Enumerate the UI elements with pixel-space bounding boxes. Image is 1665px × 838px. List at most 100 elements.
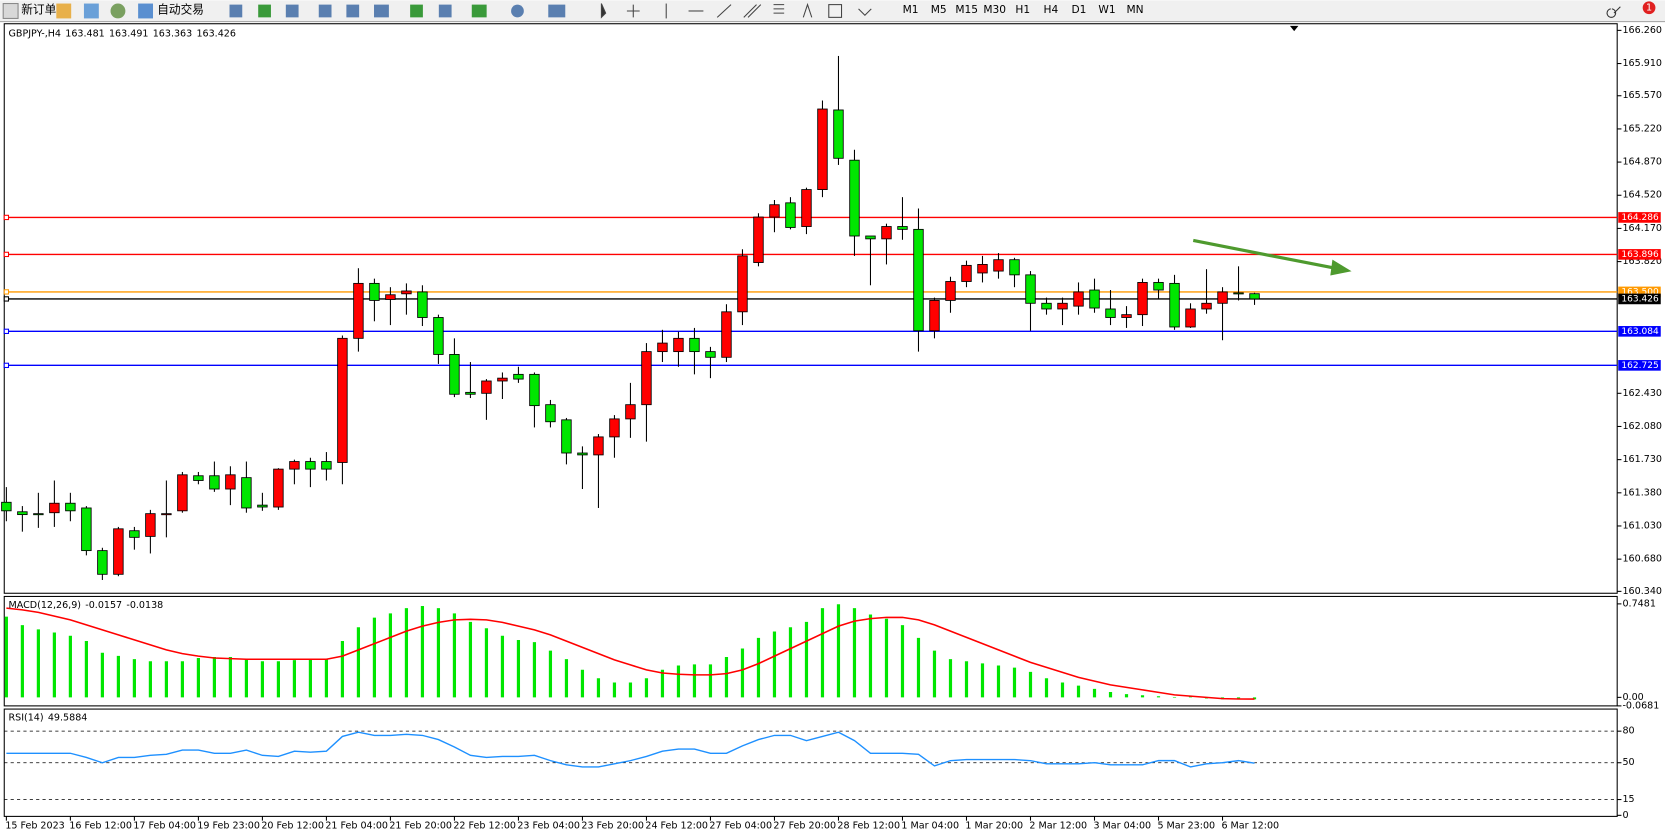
candle-body [49,502,60,514]
macd-bar [1076,685,1081,698]
text-tool[interactable] [802,2,813,18]
macd-bar [676,665,681,698]
fib-tool[interactable] [773,4,785,14]
candle-body [593,436,604,456]
candle-body [353,282,364,339]
macd-header: MACD(12,26,9) -0.0157 -0.0138 [9,599,164,610]
macd-bar [756,637,761,698]
icon[interactable] [258,4,271,18]
timeframe-button[interactable]: M30 [983,3,1006,16]
macd-bar [900,625,905,698]
macd-bar [260,661,264,698]
candle-body [657,342,668,353]
indicator-name: MACD(12,26,9) [9,599,82,610]
icon[interactable] [410,4,423,18]
level-label: 163.500 [1621,287,1659,297]
macd-bar [804,621,809,698]
y-tick-label: 0.7481 [1622,598,1655,609]
macd-bar [772,631,777,698]
header-value: 163.481 [65,28,104,39]
candle-body [65,502,76,512]
candle-body [1025,274,1036,304]
draw-tools [600,2,872,19]
header-value: -0.0157 [85,599,122,610]
auto-trading-icon[interactable] [138,3,154,19]
header-value: 49.5884 [48,712,87,723]
candle-body [849,159,860,237]
search-icon[interactable] [1606,6,1621,18]
icon[interactable] [438,4,452,18]
candle-body [529,373,540,407]
cursor-tool[interactable] [600,3,607,19]
y-tick-label: 161.380 [1622,487,1661,498]
new-order-icon[interactable] [2,3,19,19]
icon[interactable] [318,4,332,18]
header-value: -0.0138 [126,599,163,610]
timeframe-button[interactable]: M1 [903,3,919,16]
icon[interactable] [346,4,360,18]
crosshair-tool[interactable] [626,4,640,18]
auto-trading[interactable]: 自动交易 [157,2,204,16]
candle-body [113,528,124,575]
candle-body [497,377,508,382]
x-tick-label: 17 Feb 04:00 [133,820,196,831]
icon[interactable] [83,3,99,19]
candle-body [1041,302,1052,310]
level-label: 164.286 [1621,213,1659,223]
notification-badge[interactable] [1642,1,1656,15]
candle-body [545,404,556,423]
macd-bar [788,627,793,698]
y-tick-label: 165.220 [1622,123,1661,134]
candle-body [465,391,476,395]
icon[interactable] [110,3,126,19]
x-tick-label: 21 Feb 20:00 [389,820,452,831]
macd-bar [948,659,953,698]
level-label-bg [1618,286,1661,298]
x-tick-label: 16 Feb 12:00 [69,820,132,831]
icon[interactable] [229,4,243,18]
level-handle [3,289,10,295]
macd-bar [180,661,184,698]
icon[interactable] [56,3,72,19]
candle-body [513,373,524,380]
icon[interactable] [548,4,566,18]
label-tool[interactable] [828,4,843,18]
candle-body [161,513,172,516]
x-tick-label: 24 Feb 12:00 [645,820,708,831]
icon[interactable] [285,4,299,18]
timeframe-button[interactable]: M5 [931,3,947,16]
candle-body [145,513,156,537]
timeframe-button[interactable]: W1 [1098,3,1115,16]
macd-bar [68,635,72,698]
macd-bar [580,669,585,698]
timeframe-button[interactable]: MN [1126,3,1143,16]
x-tick-label: 5 Mar 23:00 [1157,820,1215,831]
trendline-tool[interactable] [716,4,732,18]
arrows-tool[interactable] [858,8,872,16]
icon[interactable] [511,4,524,18]
candle-body [881,226,892,240]
channel-tool[interactable] [743,4,762,18]
macd-bar [1140,695,1145,698]
macd-bar [436,608,441,698]
candle-body [1009,259,1020,276]
timeframe-button[interactable]: H1 [1015,3,1030,16]
candle-body [193,475,204,481]
icon[interactable] [374,4,389,18]
candle-body [305,461,316,470]
candle-body [1201,302,1212,310]
x-tick-label: 1 Mar 20:00 [965,820,1023,831]
candle-body [641,351,652,406]
level-label: 163.084 [1621,327,1659,337]
candle-body [1105,308,1116,318]
timeframe-button[interactable]: D1 [1071,3,1086,16]
timeframe-button[interactable]: H4 [1043,3,1058,16]
macd-bar [1092,688,1097,698]
icon[interactable] [471,4,487,18]
x-tick-label: 23 Feb 20:00 [581,820,644,831]
candle-body [705,351,716,358]
timeframe-button[interactable]: M15 [955,3,978,16]
new-order[interactable]: 新订单 [21,2,56,16]
candle-body [1153,282,1164,291]
macd-bar [452,613,457,698]
